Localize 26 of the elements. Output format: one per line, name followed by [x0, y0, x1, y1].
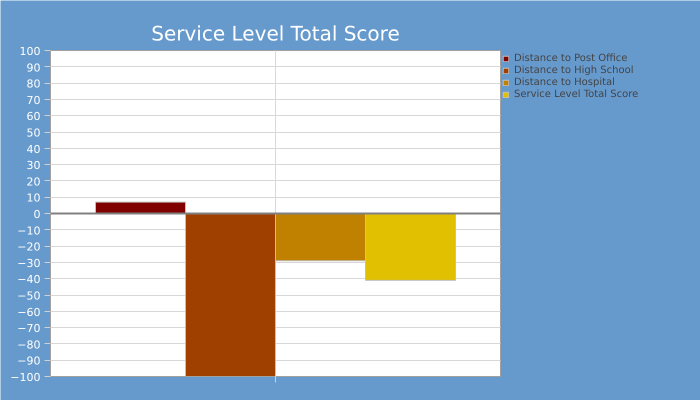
y-tick-label: −30	[17, 256, 41, 270]
legend-label: Distance to High School	[514, 64, 634, 76]
chart-title: Service Level Total Score	[151, 22, 400, 46]
y-tick-label: 60	[26, 110, 41, 124]
y-tick-label: −20	[17, 240, 41, 254]
y-tick-label: −70	[17, 322, 41, 336]
legend-label: Distance to Post Office	[514, 52, 628, 64]
y-tick-label: −40	[17, 273, 41, 286]
y-tick-label: −50	[17, 290, 41, 302]
y-tick-label: 10	[26, 192, 41, 205]
y-tick-label: 50	[26, 126, 41, 140]
legend-label: Distance to Hospital	[514, 76, 615, 88]
y-tick-label: 100	[20, 45, 41, 58]
y-tick-label: 0	[34, 208, 40, 221]
y-tick-label: 20	[26, 175, 41, 188]
y-tick-label: 40	[26, 142, 41, 156]
y-tick-label: 70	[26, 94, 41, 107]
y-tick-label: 30	[26, 159, 41, 172]
y-tick-label: −90	[17, 354, 41, 368]
y-tick-label: −60	[17, 306, 41, 319]
y-tick-label: −80	[17, 338, 41, 352]
legend-label: Service Level Total Score	[514, 88, 638, 100]
y-tick-label: −10	[17, 224, 41, 238]
y-tick-label: 90	[26, 61, 41, 74]
y-tick-label: −100	[10, 371, 41, 384]
y-tick-label: 80	[26, 78, 41, 91]
